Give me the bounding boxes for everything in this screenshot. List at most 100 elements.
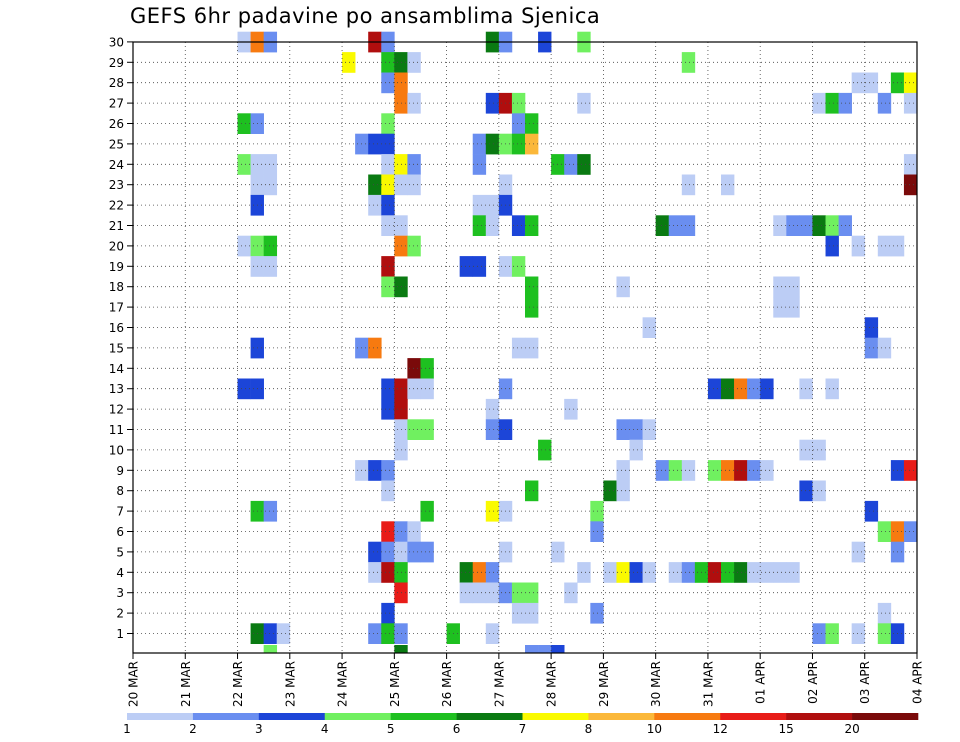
heatmap-cell: [773, 276, 787, 298]
y-tick-label: 15: [109, 341, 124, 355]
heatmap-cell: [877, 602, 892, 624]
heatmap-cell: [381, 194, 395, 216]
heatmap-cell: [237, 378, 251, 400]
heatmap-cell: [616, 276, 630, 298]
y-tick-label: 17: [109, 301, 124, 315]
heatmap-cell: [799, 480, 813, 502]
heatmap-cell: [381, 378, 395, 400]
heatmap-cell: [825, 623, 839, 644]
heatmap-cell: [485, 582, 500, 604]
y-tick-label: 30: [109, 35, 124, 49]
heatmap-cell: [472, 215, 487, 236]
colorbar-swatch: [456, 713, 523, 720]
heatmap-cell: [851, 623, 866, 644]
colorbar-swatch: [786, 713, 853, 720]
heatmap-cell: [864, 317, 879, 338]
heatmap-cell: [511, 133, 526, 155]
heatmap-cell: [381, 154, 395, 175]
heatmap-cell: [511, 602, 526, 624]
heatmap-cell: [368, 174, 382, 196]
heatmap-cell: [707, 460, 722, 481]
x-tick-label: 27 MAR: [492, 661, 506, 707]
colorbar-label: 6: [453, 722, 461, 736]
heatmap-cell: [681, 460, 696, 481]
y-tick-label: 13: [109, 382, 124, 396]
heatmap-cell: [734, 378, 748, 400]
chart-title: GEFS 6hr padavine po ansamblima Sjenica: [130, 4, 601, 28]
heatmap-cell: [381, 256, 395, 277]
heatmap-cell: [734, 562, 748, 583]
colorbar-swatch: [852, 713, 919, 720]
heatmap-cell: [903, 72, 918, 94]
heatmap-cell: [799, 215, 813, 236]
y-tick-label: 2: [116, 607, 124, 621]
heatmap-cell: [472, 133, 487, 155]
heatmap-cell: [381, 113, 395, 134]
heatmap-cell: [668, 562, 683, 583]
heatmap-cell: [825, 92, 839, 114]
heatmap-cell: [864, 500, 879, 522]
y-tick-label: 14: [109, 362, 124, 376]
x-tick-label: 30 MAR: [649, 661, 663, 707]
heatmap-cell-edge: [525, 645, 539, 653]
heatmap-cell: [263, 154, 278, 175]
colorbar-label: 20: [844, 722, 859, 736]
heatmap-cell: [851, 541, 866, 563]
heatmap-cell: [472, 562, 487, 583]
heatmap-cell: [577, 562, 591, 583]
y-tick-label: 19: [109, 260, 124, 274]
heatmap-cell: [407, 358, 421, 379]
x-tick-label: 01 APR: [754, 661, 768, 704]
heatmap-cell: [485, 194, 500, 216]
heatmap-cell: [655, 215, 670, 236]
colorbar-label: 10: [647, 722, 662, 736]
heatmap-cell: [864, 72, 879, 94]
heatmap-cell: [381, 215, 395, 236]
heatmap-cell: [485, 398, 500, 420]
heatmap-cell: [420, 419, 434, 440]
heatmap-cell: [721, 460, 735, 481]
heatmap-cell: [420, 378, 434, 400]
colorbar-swatch: [324, 713, 391, 720]
heatmap-cell: [564, 154, 578, 175]
y-tick-label: 10: [109, 443, 124, 457]
colorbar-label: 8: [585, 722, 593, 736]
heatmap-cell: [525, 337, 539, 359]
colorbar-swatch: [192, 713, 260, 720]
x-tick-label: 22 MAR: [231, 661, 245, 707]
heatmap-cell: [472, 154, 487, 175]
heatmap-cell: [485, 500, 500, 522]
heatmap-cell: [407, 92, 421, 114]
x-axis: 20 MAR 21 MAR 22 MAR 23 MAR 24 MAR 25 MAR 26 M…: [127, 653, 925, 707]
x-tick-label: 03 APR: [858, 661, 872, 704]
heatmap-cell: [381, 398, 395, 420]
heatmap-cell: [877, 337, 892, 359]
heatmap-cell: [773, 562, 787, 583]
x-tick-label: 23 MAR: [283, 661, 297, 707]
heatmap-cell: [381, 602, 395, 624]
grid-lines: [133, 41, 917, 653]
heatmap-cell: [485, 419, 500, 440]
heatmap-cell: [237, 235, 251, 257]
heatmap-cell: [903, 460, 918, 481]
heatmap-cell: [472, 582, 487, 604]
heatmap-cell: [877, 92, 892, 114]
heatmap-cell: [237, 154, 251, 175]
heatmap-cell: [407, 419, 421, 440]
heatmap-cell: [511, 337, 526, 359]
heatmap-cell: [564, 398, 578, 420]
heatmap-cell: [799, 439, 813, 461]
heatmap-cell: [812, 439, 826, 461]
heatmap-cell: [525, 133, 539, 155]
heatmap-cell-edge: [394, 645, 408, 653]
heatmap-cell: [368, 337, 382, 359]
heatmap-cell: [525, 296, 539, 318]
heatmap-cell: [263, 174, 278, 196]
heatmap-cell: [407, 541, 421, 563]
heatmap-cell: [381, 562, 395, 583]
heatmap-cell: [485, 133, 500, 155]
heatmap-cell: [734, 460, 748, 481]
y-axis: 1234567891011121314151617181920212223242…: [109, 35, 133, 641]
x-tick-label: 02 APR: [806, 661, 820, 704]
